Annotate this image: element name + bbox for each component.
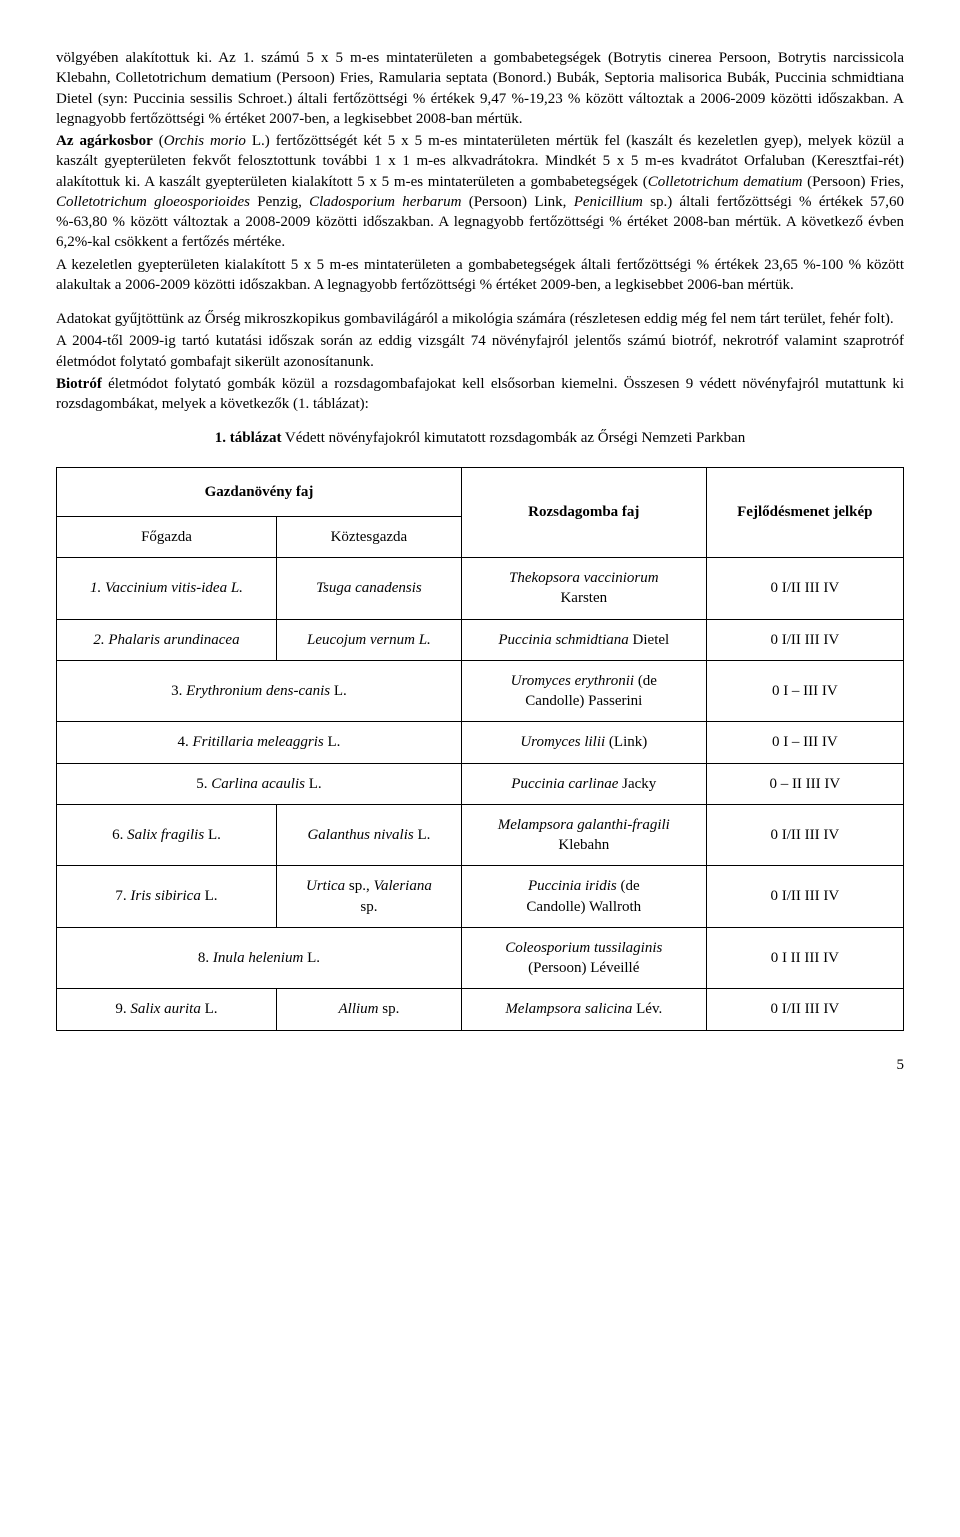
cell-rust: Melampsora salicina Lév. — [461, 989, 706, 1030]
cell-host: 7. Iris sibirica L. — [57, 866, 277, 928]
p2-sp3: Cladosporium herbarum — [309, 194, 461, 210]
cell-alt: Leucojum vernum L. — [276, 619, 461, 660]
paragraph-2: Az agárkosbor (Orchis morio L.) fertőzöt… — [56, 131, 904, 253]
p2-species: Orchis morio — [164, 133, 246, 149]
cell-host: 1. Vaccinium vitis-idea L. — [57, 558, 277, 620]
cell-host-span: 5. Carlina acaulis L. — [57, 763, 462, 804]
p2-sp2: Colletotrichum gloeosporioides — [56, 194, 250, 210]
th-host-group: Gazdanövény faj — [57, 467, 462, 516]
paragraph-block-2: Adatokat gyűjtöttünk az Őrség mikroszkop… — [56, 309, 904, 414]
table-row: 1. Vaccinium vitis-idea L. Tsuga canaden… — [57, 558, 904, 620]
th-dev-code: Fejlődésmenet jelkép — [706, 467, 903, 558]
cell-code: 0 I/II III IV — [706, 866, 903, 928]
cell-host: 9. Salix aurita L. — [57, 989, 277, 1030]
cell-alt: Allium sp. — [276, 989, 461, 1030]
paragraph-block-1: völgyében alakítottuk ki. Az 1. számú 5 … — [56, 48, 904, 295]
table-title-rest: Védett növényfajokról kimutatott rozsdag… — [281, 430, 745, 446]
cell-host-span: 3. Erythronium dens-canis L. — [57, 660, 462, 722]
cell-code: 0 I II III IV — [706, 927, 903, 989]
cell-code: 0 – II III IV — [706, 763, 903, 804]
paragraph-6: Biotróf életmódot folytató gombák közül … — [56, 374, 904, 415]
cell-rust: Puccinia schmidtiana Dietel — [461, 619, 706, 660]
cell-rust: Uromyces lilii (Link) — [461, 722, 706, 763]
table-row: 8. Inula helenium L. Coleosporium tussil… — [57, 927, 904, 989]
cell-alt: Tsuga canadensis — [276, 558, 461, 620]
cell-alt: Galanthus nivalis L. — [276, 804, 461, 866]
table-body: 1. Vaccinium vitis-idea L. Tsuga canaden… — [57, 558, 904, 1031]
cell-code: 0 I/II III IV — [706, 804, 903, 866]
table-row: 3. Erythronium dens-canis L. Uromyces er… — [57, 660, 904, 722]
cell-rust: Puccinia iridis (deCandolle) Wallroth — [461, 866, 706, 928]
table-header-row-1: Gazdanövény faj Rozsdagomba faj Fejlődés… — [57, 467, 904, 516]
table-row: 9. Salix aurita L. Allium sp. Melampsora… — [57, 989, 904, 1030]
paragraph-5: A 2004-től 2009-ig tartó kutatási idősza… — [56, 331, 904, 372]
cell-alt: Urtica sp., Valerianasp. — [276, 866, 461, 928]
table-title: 1. táblázat Védett növényfajokról kimuta… — [56, 428, 904, 448]
cell-rust: Uromyces erythronii (deCandolle) Passeri… — [461, 660, 706, 722]
cell-rust: Puccinia carlinae Jacky — [461, 763, 706, 804]
table-row: 7. Iris sibirica L. Urtica sp., Valerian… — [57, 866, 904, 928]
th-alt-host: Köztesgazda — [276, 516, 461, 557]
paragraph-1: völgyében alakítottuk ki. Az 1. számú 5 … — [56, 48, 904, 129]
rust-fungi-table: Gazdanövény faj Rozsdagomba faj Fejlődés… — [56, 467, 904, 1031]
table-row: 5. Carlina acaulis L. Puccinia carlinae … — [57, 763, 904, 804]
cell-host-span: 8. Inula helenium L. — [57, 927, 462, 989]
paragraph-3: A kezeletlen gyepterületen kialakított 5… — [56, 255, 904, 296]
th-rust-species: Rozsdagomba faj — [461, 467, 706, 558]
cell-host: 6. Salix fragilis L. — [57, 804, 277, 866]
p6-bold: Biotróf — [56, 376, 102, 392]
page-number: 5 — [56, 1055, 904, 1075]
cell-rust: Coleosporium tussilaginis(Persoon) Lévei… — [461, 927, 706, 989]
cell-rust: Thekopsora vacciniorumKarsten — [461, 558, 706, 620]
cell-code: 0 I – III IV — [706, 722, 903, 763]
cell-code: 0 I/II III IV — [706, 619, 903, 660]
table-row: 4. Fritillaria meleaggris L. Uromyces li… — [57, 722, 904, 763]
th-main-host: Főgazda — [57, 516, 277, 557]
cell-host: 2. Phalaris arundinacea — [57, 619, 277, 660]
p2-sp1: Colletotrichum dematium — [648, 174, 803, 190]
p2-lead: Az agárkosbor — [56, 133, 153, 149]
p6-rest: életmódot folytató gombák közül a rozsda… — [56, 376, 904, 412]
cell-rust: Melampsora galanthi-fragiliKlebahn — [461, 804, 706, 866]
cell-code: 0 I/II III IV — [706, 989, 903, 1030]
p2-sp4: Penicillium — [574, 194, 643, 210]
table-row: 6. Salix fragilis L. Galanthus nivalis L… — [57, 804, 904, 866]
p1-text: völgyében alakítottuk ki. Az 1. számú 5 … — [56, 50, 904, 127]
table-row: 2. Phalaris arundinacea Leucojum vernum … — [57, 619, 904, 660]
cell-code: 0 I/II III IV — [706, 558, 903, 620]
cell-code: 0 I – III IV — [706, 660, 903, 722]
table-title-num: 1. táblázat — [215, 430, 282, 446]
paragraph-4: Adatokat gyűjtöttünk az Őrség mikroszkop… — [56, 309, 904, 329]
cell-host-span: 4. Fritillaria meleaggris L. — [57, 722, 462, 763]
